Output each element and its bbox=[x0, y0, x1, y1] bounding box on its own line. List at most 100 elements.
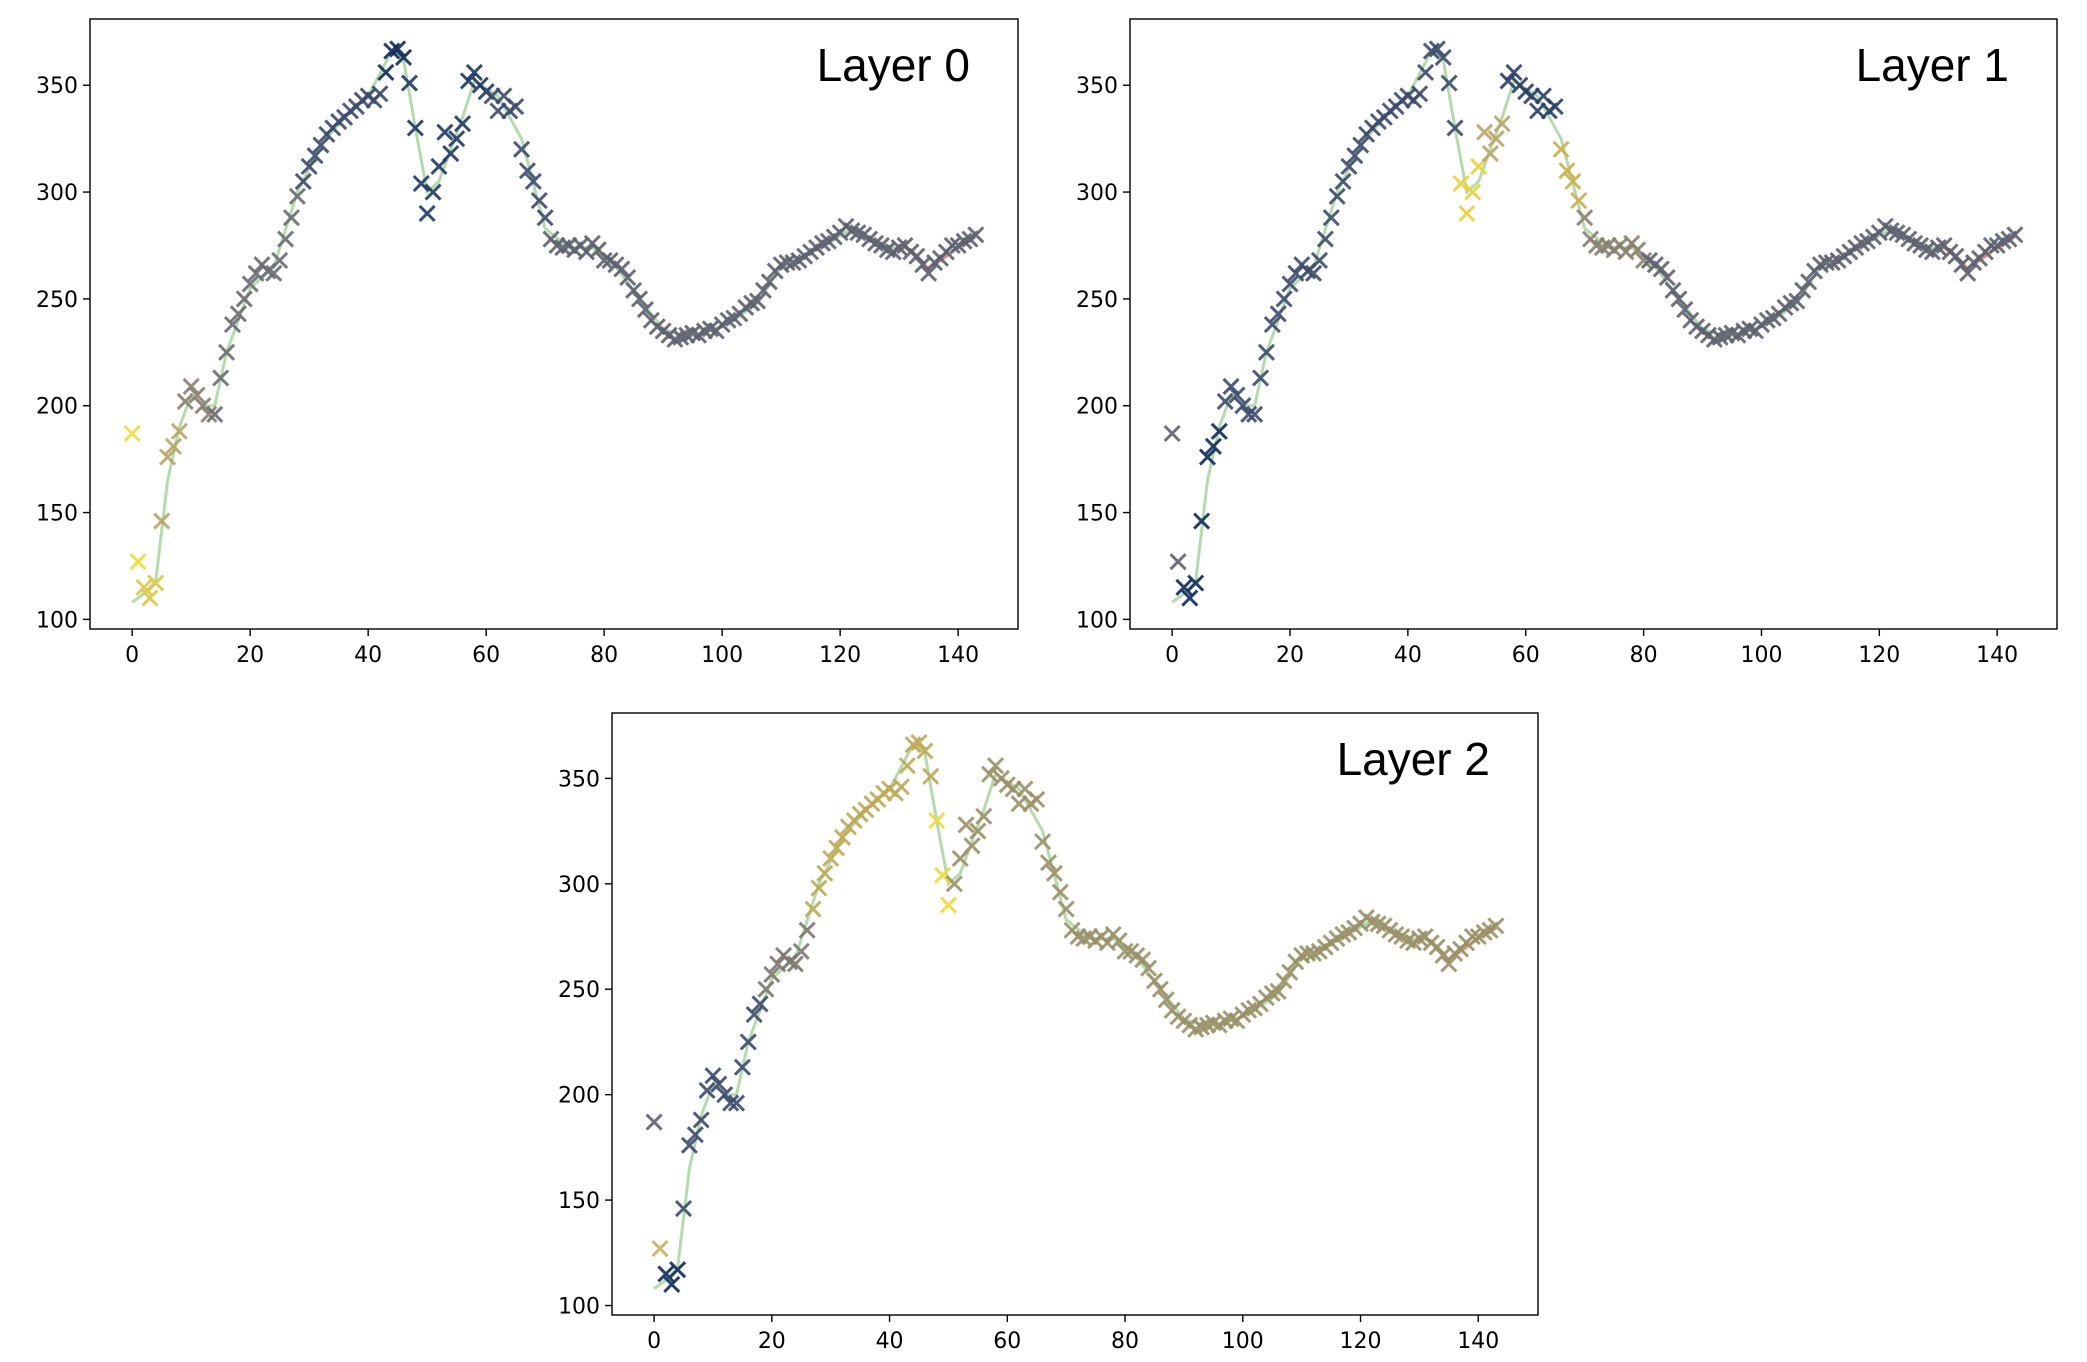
marker bbox=[229, 305, 247, 323]
axes-frame bbox=[1129, 18, 2058, 630]
marker bbox=[1652, 260, 1670, 278]
marker bbox=[1328, 187, 1346, 205]
marker bbox=[804, 900, 822, 918]
marker bbox=[1481, 145, 1499, 163]
marker bbox=[1134, 951, 1152, 969]
subplot-title: Layer 1 bbox=[1856, 39, 2009, 91]
marker bbox=[1464, 183, 1482, 201]
marker bbox=[129, 553, 147, 571]
marker bbox=[1163, 424, 1181, 443]
y-tick-label: 150 bbox=[36, 502, 78, 527]
marker bbox=[908, 247, 926, 265]
marker bbox=[1800, 273, 1818, 291]
marker bbox=[530, 192, 548, 210]
marker bbox=[1269, 982, 1287, 1000]
marker bbox=[159, 448, 177, 466]
marker bbox=[271, 251, 289, 269]
marker bbox=[188, 386, 206, 404]
y-tick-label: 200 bbox=[558, 1084, 600, 1109]
marker bbox=[1463, 927, 1481, 946]
marker bbox=[1151, 980, 1169, 998]
x-tick-label: 40 bbox=[876, 1329, 904, 1354]
marker bbox=[1788, 292, 1806, 310]
marker bbox=[1428, 938, 1446, 956]
marker bbox=[625, 281, 643, 299]
marker bbox=[1546, 98, 1564, 116]
marker bbox=[312, 136, 330, 154]
marker bbox=[663, 1275, 681, 1293]
y-tick-label: 150 bbox=[1076, 502, 1118, 527]
marker bbox=[1416, 63, 1435, 81]
marker bbox=[722, 1094, 740, 1112]
marker bbox=[657, 1265, 675, 1283]
marker bbox=[1947, 247, 1965, 265]
marker bbox=[1346, 147, 1364, 165]
marker bbox=[389, 40, 407, 58]
marker bbox=[1057, 900, 1075, 918]
marker bbox=[277, 230, 295, 248]
marker bbox=[1251, 369, 1270, 387]
subplot: 0 20 40 60 80 100 120 140 100 150 200 250 300 350 Laye… bbox=[558, 712, 1539, 1354]
y-tick-label: 350 bbox=[36, 74, 78, 99]
marker bbox=[1034, 833, 1052, 851]
x-tick-label: 60 bbox=[472, 643, 500, 668]
marker bbox=[1959, 264, 1977, 282]
y-tick-label: 250 bbox=[558, 978, 600, 1003]
marker bbox=[1340, 157, 1358, 175]
marker bbox=[1175, 578, 1193, 596]
marker bbox=[810, 879, 828, 897]
marker bbox=[418, 204, 436, 222]
x-tick-label: 100 bbox=[701, 643, 743, 668]
marker bbox=[651, 1240, 669, 1258]
axes-frame bbox=[611, 712, 1539, 1316]
marker bbox=[1234, 397, 1252, 415]
marker bbox=[176, 392, 194, 411]
marker bbox=[669, 1261, 687, 1279]
marker bbox=[792, 942, 810, 960]
marker bbox=[1116, 942, 1134, 960]
marker bbox=[512, 140, 531, 158]
marker bbox=[453, 115, 472, 133]
marker bbox=[1475, 123, 1494, 141]
x-tick-label: 140 bbox=[1976, 643, 2018, 668]
marker bbox=[1051, 883, 1069, 901]
marker bbox=[1440, 955, 1458, 973]
marker bbox=[448, 130, 466, 148]
marker bbox=[1269, 305, 1287, 323]
marker bbox=[943, 236, 961, 255]
marker bbox=[282, 209, 301, 227]
marker bbox=[692, 1111, 710, 1129]
y-tick-label: 250 bbox=[1076, 288, 1118, 313]
marker bbox=[1028, 790, 1046, 809]
marker bbox=[1181, 589, 1199, 607]
marker bbox=[1676, 301, 1694, 319]
x-tick-label: 60 bbox=[1512, 643, 1540, 668]
marker bbox=[733, 1058, 751, 1076]
marker bbox=[828, 839, 846, 857]
marker bbox=[135, 578, 153, 596]
x-tick-label: 60 bbox=[993, 1329, 1021, 1354]
marker bbox=[1428, 40, 1446, 58]
y-tick-label: 350 bbox=[558, 767, 600, 792]
marker bbox=[1664, 281, 1682, 299]
marker bbox=[636, 301, 655, 319]
subplot-title: Layer 2 bbox=[1337, 733, 1490, 785]
marker bbox=[1322, 209, 1340, 227]
y-tick-label: 350 bbox=[1076, 74, 1118, 99]
marker bbox=[822, 849, 840, 868]
marker bbox=[465, 63, 483, 81]
marker bbox=[1045, 864, 1063, 882]
marker bbox=[1263, 315, 1281, 334]
marker bbox=[1275, 972, 1293, 990]
x-tick-label: 80 bbox=[590, 643, 618, 668]
marker bbox=[1316, 230, 1334, 248]
y-tick-label: 200 bbox=[1076, 395, 1118, 420]
marker bbox=[300, 157, 318, 175]
marker bbox=[630, 290, 649, 308]
marker bbox=[757, 980, 775, 998]
y-tick-label: 300 bbox=[1076, 181, 1118, 206]
marker bbox=[969, 822, 987, 840]
marker bbox=[1216, 392, 1234, 411]
marker bbox=[798, 921, 816, 939]
